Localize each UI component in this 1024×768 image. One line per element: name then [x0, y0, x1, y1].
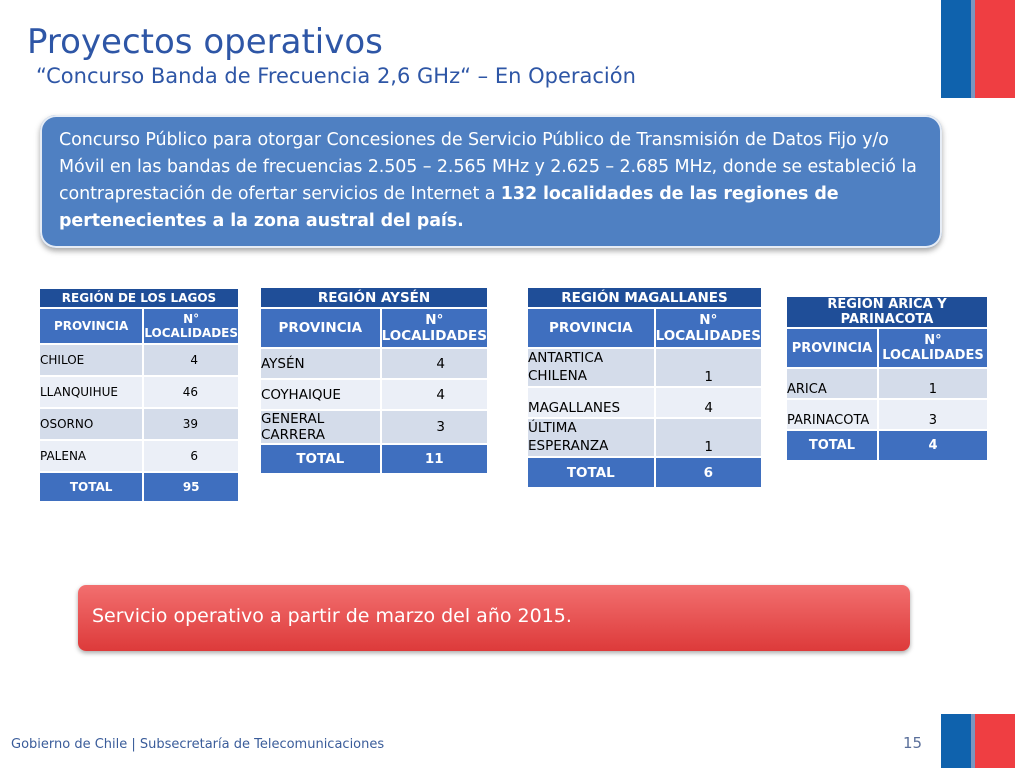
cell-provincia: GENERAL CARRERA: [259, 409, 382, 445]
cell-localidades: 4: [379, 378, 490, 411]
cell-localidades: 6: [142, 439, 240, 473]
region-header: REGIÓN ARICA Y PARINACOTA: [785, 295, 989, 329]
total-label: TOTAL: [785, 429, 879, 462]
cell-provincia: AYSÉN: [259, 347, 382, 380]
region-table-arica-parinacota: REGIÓN ARICA Y PARINACOTA PROVINCIA N° LO…: [785, 295, 990, 462]
description-bold-text: 132 localidades de las regiones de perte…: [59, 184, 839, 231]
page-subtitle: “Concurso Banda de Frecuencia 2,6 GHz“ –…: [36, 64, 636, 88]
region-header: REGIÓN DE LOS LAGOS: [38, 287, 240, 309]
cell-localidades: 46: [142, 375, 240, 409]
cell-provincia: PALENA: [37, 439, 145, 473]
description-box: Concurso Público para otorgar Concesione…: [40, 115, 942, 248]
column-header-provincia: PROVINCIA: [259, 307, 382, 349]
column-header-provincia: PROVINCIA: [785, 327, 879, 369]
cell-provincia: COYHAIQUE: [259, 378, 382, 411]
column-header-provincia: PROVINCIA: [37, 307, 145, 345]
cell-provincia: ÚLTIMA ESPERANZA: [526, 417, 656, 458]
total-label: TOTAL: [37, 471, 145, 503]
cell-localidades: 39: [142, 407, 240, 441]
cell-provincia: ARICA: [785, 367, 879, 400]
cell-provincia: MAGALLANES: [526, 386, 656, 419]
column-header-localidades: N° LOCALIDADES: [653, 307, 764, 349]
cell-provincia: PARINACOTA: [785, 398, 879, 431]
status-banner: Servicio operativo a partir de marzo del…: [78, 585, 910, 651]
total-label: TOTAL: [526, 456, 656, 489]
cell-localidades: 1: [876, 367, 990, 400]
column-header-localidades: N° LOCALIDADES: [876, 327, 990, 369]
column-header-provincia: PROVINCIA: [526, 307, 656, 349]
chile-flag-logo: [941, 0, 1015, 98]
total-value: 11: [379, 443, 490, 475]
footer-text: Gobierno de Chile | Subsecretaría de Tel…: [11, 737, 385, 752]
total-value: 4: [876, 429, 990, 462]
page-title: Proyectos operativos: [27, 22, 383, 62]
description-text: Concurso Público para otorgar Concesione…: [59, 130, 917, 204]
region-header: REGIÓN AYSÉN: [259, 286, 489, 309]
page-number: 15: [903, 734, 923, 752]
cell-localidades: 1: [653, 417, 764, 458]
cell-localidades: 4: [142, 343, 240, 377]
chile-flag-logo-bottom: [941, 714, 1015, 768]
region-table-magallanes: REGIÓN MAGALLANES PROVINCIA N° LOCALIDADE…: [526, 286, 764, 489]
cell-localidades: 4: [653, 386, 764, 419]
total-value: 95: [142, 471, 240, 503]
cell-provincia: ANTARTICA CHILENA: [526, 347, 656, 388]
status-text: Servicio operativo a partir de marzo del…: [92, 605, 572, 627]
cell-provincia: OSORNO: [37, 407, 145, 441]
column-header-localidades: N° LOCALIDADES: [142, 307, 240, 345]
region-table-aysen: REGIÓN AYSÉN PROVINCIA N° LOCALIDADES AYS…: [259, 286, 490, 475]
cell-provincia: CHILOE: [37, 343, 145, 377]
cell-localidades: 4: [379, 347, 490, 380]
cell-localidades: 3: [379, 409, 490, 445]
total-label: TOTAL: [259, 443, 382, 475]
column-header-localidades: N° LOCALIDADES: [379, 307, 490, 349]
region-header: REGIÓN MAGALLANES: [526, 286, 763, 309]
total-value: 6: [653, 456, 764, 489]
region-table-los-lagos: REGIÓN DE LOS LAGOS PROVINCIA N° LOCALIDA…: [37, 287, 240, 503]
cell-localidades: 1: [653, 347, 764, 388]
cell-provincia: LLANQUIHUE: [37, 375, 145, 409]
cell-localidades: 3: [876, 398, 990, 431]
